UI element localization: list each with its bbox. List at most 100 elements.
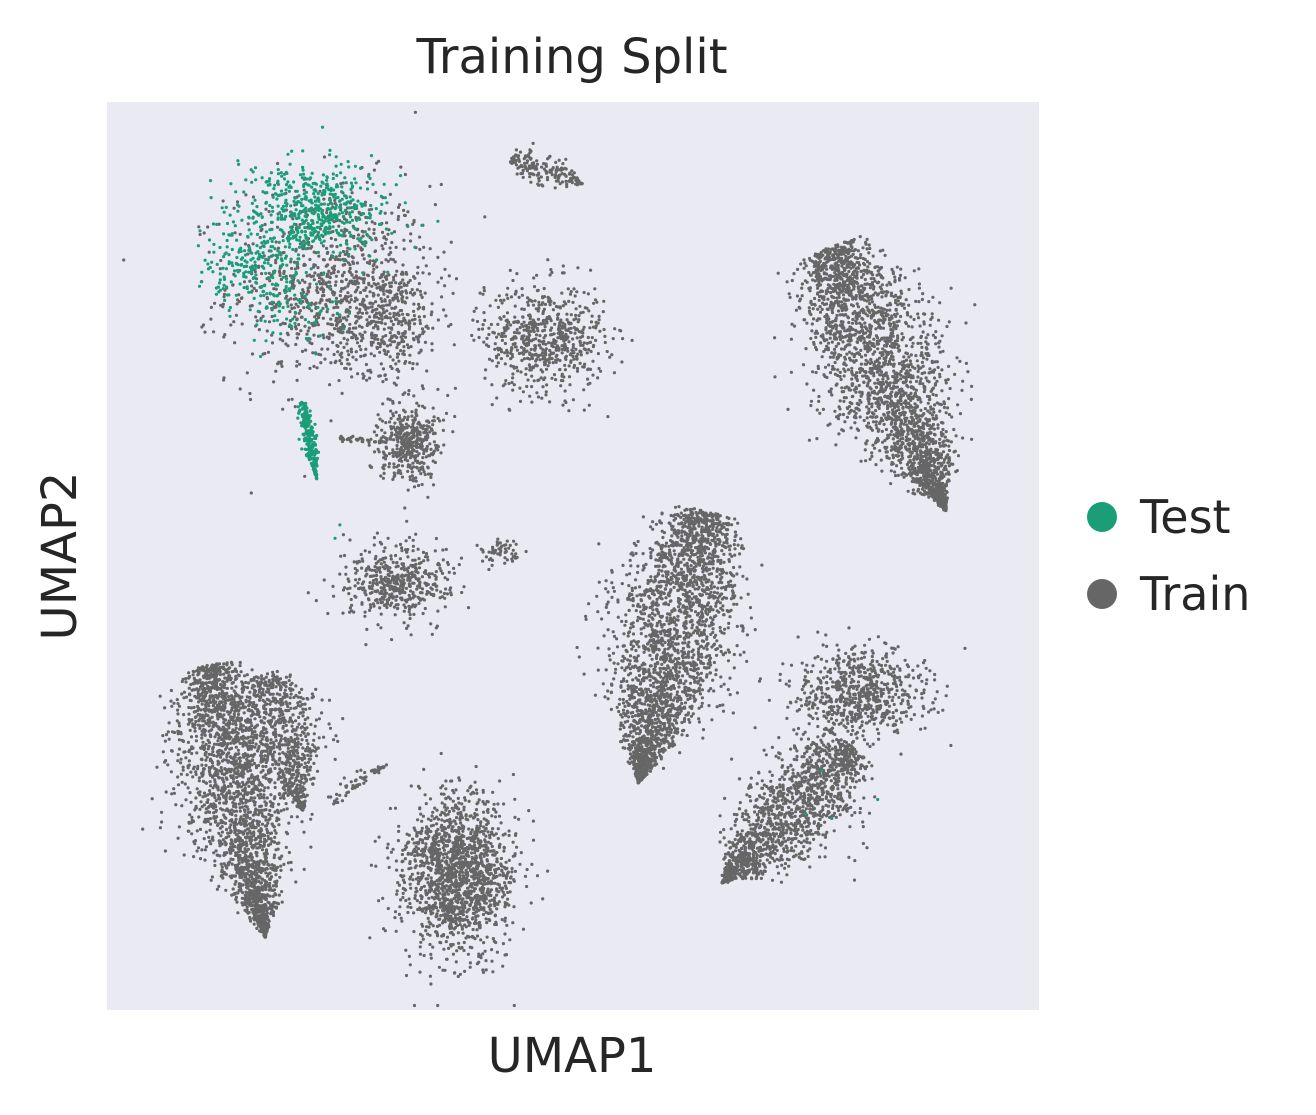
train-point xyxy=(406,210,410,214)
train-point xyxy=(371,264,375,268)
train-point xyxy=(947,444,951,448)
train-point xyxy=(417,566,422,570)
train-point xyxy=(896,473,900,477)
train-point xyxy=(520,287,524,291)
train-point xyxy=(548,400,552,404)
train-point xyxy=(449,240,453,244)
train-point xyxy=(385,289,389,293)
train-point xyxy=(416,422,420,426)
train-point xyxy=(395,355,399,359)
train-point xyxy=(366,597,371,601)
train-point xyxy=(406,555,410,559)
train-point xyxy=(440,295,444,299)
train-point xyxy=(889,350,893,354)
train-point xyxy=(543,349,548,353)
train-point xyxy=(368,574,372,579)
train-point xyxy=(354,350,358,354)
train-point xyxy=(811,370,815,374)
train-point xyxy=(799,262,803,266)
train-point xyxy=(378,606,382,610)
train-point xyxy=(503,547,507,551)
train-point xyxy=(820,296,825,300)
train-point xyxy=(357,233,361,237)
train-point xyxy=(530,356,535,361)
train-point xyxy=(392,340,397,344)
train-point xyxy=(865,260,870,264)
train-point xyxy=(603,340,607,345)
train-point xyxy=(605,349,609,354)
train-point xyxy=(846,316,851,320)
train-point xyxy=(825,318,830,322)
train-point xyxy=(332,594,336,598)
train-point xyxy=(263,222,267,227)
train-point xyxy=(382,270,386,274)
train-point xyxy=(328,257,332,261)
train-point xyxy=(526,378,530,382)
train-point xyxy=(364,362,368,367)
train-point xyxy=(582,408,586,412)
train-point xyxy=(575,182,579,186)
train-point xyxy=(356,311,360,315)
train-point xyxy=(527,329,532,333)
train-point xyxy=(365,627,369,632)
train-point xyxy=(487,550,491,554)
train-point xyxy=(384,440,388,444)
train-point xyxy=(579,353,583,357)
train-point xyxy=(294,327,298,331)
train-point xyxy=(381,283,385,287)
train-point xyxy=(383,373,387,377)
train-point xyxy=(575,355,579,359)
train-point xyxy=(346,261,351,265)
train-point xyxy=(865,416,869,420)
train-point xyxy=(385,303,389,307)
train-point xyxy=(384,352,389,356)
train-point xyxy=(809,403,813,408)
train-point xyxy=(371,326,376,330)
train-point xyxy=(376,447,380,451)
train-point xyxy=(368,261,372,266)
train-point xyxy=(234,313,238,317)
train-point xyxy=(363,614,367,618)
train-point xyxy=(947,364,951,368)
train-point xyxy=(384,446,389,450)
train-point xyxy=(363,610,367,614)
train-point xyxy=(930,312,934,316)
train-point xyxy=(541,311,545,316)
train-point xyxy=(873,305,878,309)
train-point xyxy=(955,356,959,360)
train-point xyxy=(329,271,333,276)
train-point xyxy=(961,379,965,383)
train-point xyxy=(435,588,439,592)
train-point xyxy=(381,367,386,371)
train-point xyxy=(503,382,507,386)
train-point xyxy=(391,448,395,452)
train-point xyxy=(380,244,384,248)
train-point xyxy=(300,278,305,282)
train-point xyxy=(863,353,868,357)
train-point xyxy=(950,415,954,419)
train-point xyxy=(847,269,851,274)
train-point xyxy=(387,452,392,456)
train-point xyxy=(942,468,946,472)
train-point xyxy=(394,245,398,249)
train-point xyxy=(332,264,337,268)
train-point xyxy=(391,414,395,418)
train-point xyxy=(515,348,520,352)
train-point xyxy=(904,298,908,302)
train-point xyxy=(888,318,892,322)
train-point xyxy=(380,428,384,432)
train-point xyxy=(426,558,430,562)
train-point xyxy=(401,295,405,299)
train-point xyxy=(423,406,427,410)
train-point xyxy=(417,596,421,601)
train-point xyxy=(378,570,382,574)
train-point xyxy=(295,336,299,340)
train-point xyxy=(920,437,924,441)
train-point xyxy=(369,370,373,374)
train-point xyxy=(558,306,563,310)
train-point xyxy=(249,304,253,308)
train-point xyxy=(535,159,539,163)
train-point xyxy=(899,267,903,271)
train-point xyxy=(941,427,945,432)
train-point xyxy=(332,271,336,275)
